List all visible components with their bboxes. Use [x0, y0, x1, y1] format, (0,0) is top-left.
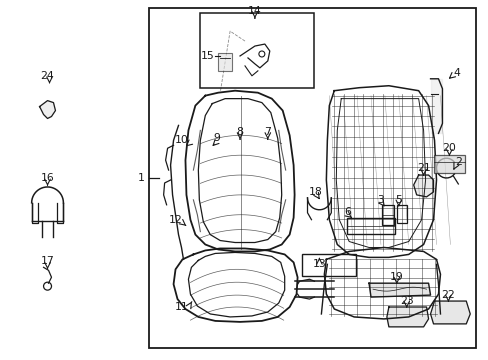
Bar — [381, 205, 393, 225]
Polygon shape — [429, 79, 442, 133]
Text: 23: 23 — [399, 296, 413, 306]
Bar — [148, 8, 475, 348]
Text: 3: 3 — [377, 195, 384, 205]
Text: 15: 15 — [200, 51, 214, 61]
Text: 11: 11 — [174, 302, 188, 312]
Text: 18: 18 — [308, 187, 322, 197]
Text: 5: 5 — [395, 195, 402, 205]
Bar — [200, 13, 314, 88]
Text: 7: 7 — [264, 127, 271, 138]
Bar — [346, 218, 394, 234]
Bar — [301, 255, 355, 276]
Text: 8: 8 — [236, 127, 243, 138]
Text: 10: 10 — [174, 135, 188, 145]
Text: 17: 17 — [41, 256, 54, 266]
Polygon shape — [368, 283, 429, 297]
Text: 2: 2 — [454, 157, 461, 167]
Text: 14: 14 — [247, 6, 261, 16]
Bar — [433, 155, 464, 173]
Text: 1: 1 — [137, 173, 144, 183]
Bar — [396, 205, 406, 223]
Polygon shape — [429, 301, 469, 324]
Text: 12: 12 — [168, 215, 182, 225]
Text: 24: 24 — [41, 71, 54, 81]
Polygon shape — [386, 307, 427, 327]
Text: 21: 21 — [416, 163, 429, 173]
Bar — [218, 53, 232, 71]
Polygon shape — [413, 175, 433, 197]
Text: 22: 22 — [441, 290, 454, 300]
Text: 4: 4 — [452, 68, 459, 78]
Text: 20: 20 — [442, 143, 455, 153]
Text: 9: 9 — [213, 133, 220, 143]
Text: 19: 19 — [389, 272, 403, 282]
Text: 13: 13 — [312, 259, 325, 269]
Text: 6: 6 — [343, 207, 350, 217]
Polygon shape — [40, 100, 55, 118]
Text: 16: 16 — [41, 173, 54, 183]
